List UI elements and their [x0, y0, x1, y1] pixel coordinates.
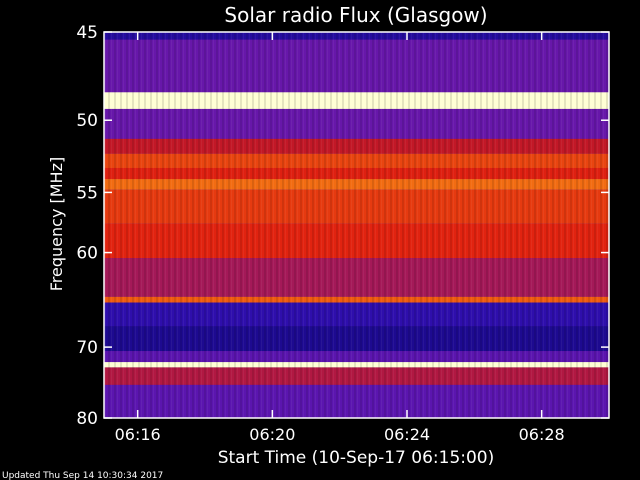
plot-frame: [103, 31, 610, 419]
y-axis-label: Frequency [MHz]: [47, 157, 66, 291]
x-tick-label: 06:16: [115, 425, 161, 444]
y-tick-label: 80: [76, 409, 98, 429]
y-tick-label: 60: [76, 244, 98, 264]
x-axis: 06:16 06:20 06:24 06:28: [115, 32, 565, 444]
plot-area: [103, 31, 610, 419]
y-axis: 45 50 55 60 70 80: [76, 23, 609, 429]
y-tick-label: 45: [76, 23, 98, 43]
y-tick-label: 55: [76, 183, 98, 203]
chart-title: Solar radio Flux (Glasgow): [224, 3, 487, 27]
update-timestamp: Updated Thu Sep 14 10:30:34 2017: [2, 471, 163, 480]
texture-overlay: [104, 32, 609, 418]
x-tick-label: 06:28: [519, 425, 565, 444]
y-tick-label: 50: [76, 111, 98, 131]
x-tick-label: 06:24: [384, 425, 430, 444]
x-tick-label: 06:20: [249, 425, 295, 444]
x-axis-label: Start Time (10-Sep-17 06:15:00): [218, 448, 495, 468]
y-tick-label: 70: [76, 338, 98, 358]
